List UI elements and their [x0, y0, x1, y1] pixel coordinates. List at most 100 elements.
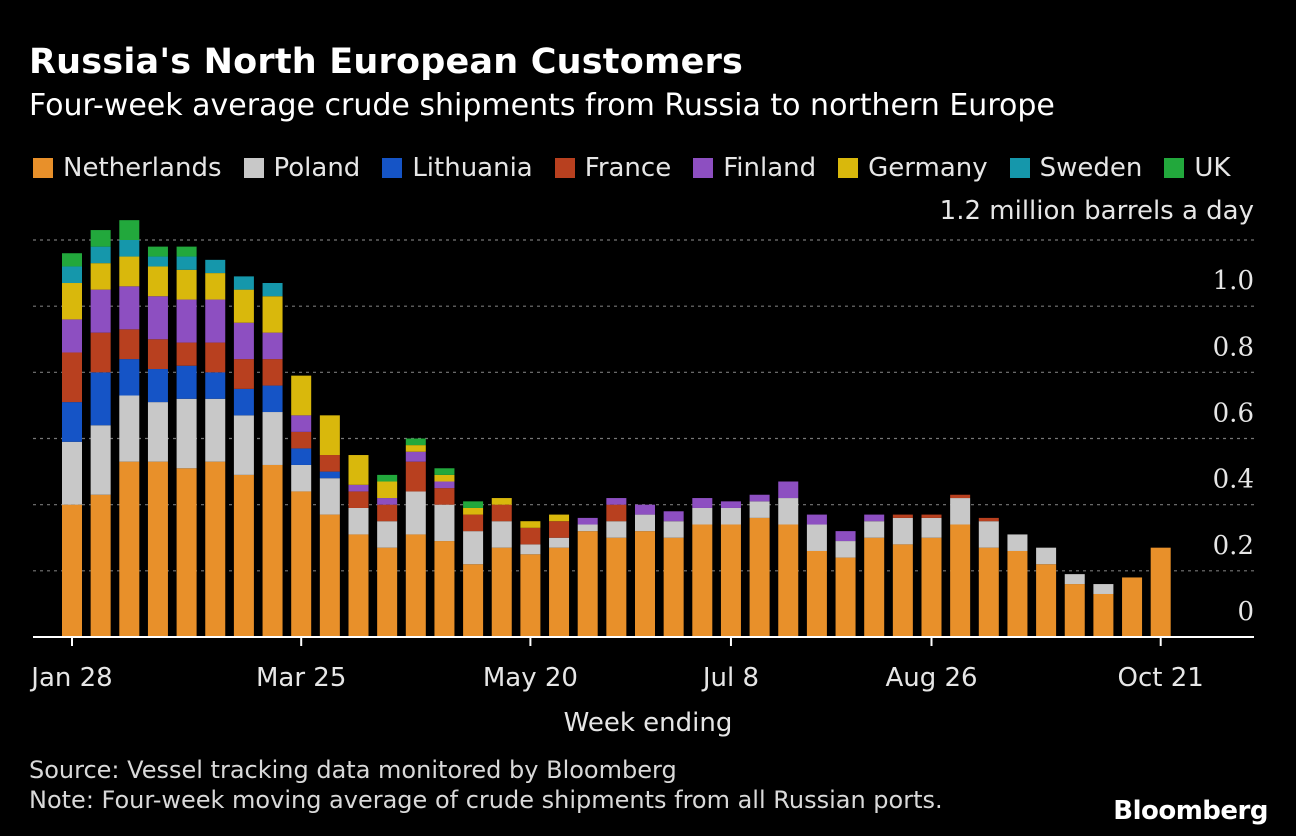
bar-segment	[62, 283, 82, 320]
bar-segment	[90, 332, 111, 373]
bar-segment	[405, 491, 426, 535]
bar-segment	[1064, 584, 1085, 637]
bar-segment	[205, 342, 226, 373]
bar-segment	[233, 474, 254, 637]
bar-segment	[520, 527, 541, 545]
bar-segment	[921, 517, 942, 538]
legend-label: Netherlands	[63, 153, 222, 183]
bar-segment	[377, 504, 398, 522]
bar-segment	[1122, 577, 1143, 637]
bar-segment	[720, 501, 741, 508]
bar-segment	[319, 471, 340, 479]
chart-title: Russia's North European Customers	[29, 42, 744, 82]
bar-segment	[720, 507, 741, 525]
bar-segment	[1007, 534, 1028, 551]
bar-segment	[405, 461, 426, 492]
bar-segment	[90, 263, 111, 290]
bar-segment	[377, 474, 398, 482]
bar-segment	[119, 329, 140, 360]
bar-segment	[663, 537, 684, 637]
legend-label: Lithuania	[412, 153, 533, 183]
bar-segment	[377, 547, 398, 637]
y-tick-label: 0.8	[1213, 332, 1254, 362]
bar-segment	[176, 342, 197, 366]
bar-segment	[1093, 584, 1114, 594]
legend-item: Sweden	[1009, 153, 1142, 183]
bar-segment	[262, 412, 283, 465]
bar-segment	[205, 273, 226, 300]
bar-segment	[147, 402, 168, 462]
bar-segment	[778, 498, 799, 525]
bar-segment	[1093, 593, 1114, 637]
bar-segment	[147, 296, 168, 340]
bar-segment	[806, 550, 827, 637]
bar-segment	[892, 517, 913, 545]
x-axis-title: Week ending	[564, 708, 733, 738]
footnote: Note: Four-week moving average of crude …	[29, 786, 943, 814]
bar-segment	[319, 478, 340, 515]
bar-segment	[262, 359, 283, 386]
bar-segment	[978, 547, 999, 637]
bar-segment	[635, 531, 655, 637]
bar-segment	[205, 259, 226, 274]
legend-label: Poland	[273, 153, 361, 183]
legend-item: Lithuania	[382, 153, 533, 183]
bar-segment	[319, 415, 340, 456]
bar-segment	[348, 534, 369, 637]
bar-segment	[176, 299, 197, 343]
source-note: Source: Vessel tracking data monitored b…	[29, 756, 677, 784]
bar-segment	[176, 246, 197, 257]
bar-segment	[978, 517, 999, 522]
bar-segment	[119, 256, 140, 287]
bar-segment	[90, 425, 111, 495]
bar-segment	[233, 276, 254, 290]
bar-segment	[377, 498, 398, 505]
bar-segment	[233, 322, 254, 360]
bar-segment	[434, 468, 455, 475]
bar-segment	[176, 256, 197, 270]
bar-segment	[749, 501, 770, 518]
bar-segment	[606, 537, 627, 637]
legend-swatch	[1009, 158, 1030, 178]
legend-swatch	[382, 158, 403, 178]
bar-segment	[864, 514, 885, 522]
y-tick-label: 1.0	[1213, 266, 1254, 296]
bar-segment	[205, 461, 226, 637]
legend-item: Germany	[838, 153, 988, 183]
y-tick-label: 0.2	[1213, 531, 1254, 561]
bar-segment	[1036, 547, 1057, 565]
bar-segment	[291, 431, 312, 449]
legend-swatch	[693, 158, 714, 178]
bar-segment	[663, 511, 684, 522]
bar-segment	[262, 464, 283, 637]
bar-segment	[405, 445, 426, 452]
bar-segment	[635, 504, 655, 515]
bar-segment	[291, 448, 312, 465]
bar-segment	[606, 498, 627, 505]
bar-segment	[892, 544, 913, 637]
y-tick-label: 0.6	[1213, 399, 1254, 429]
bar-segment	[463, 564, 484, 637]
legend-swatch	[554, 158, 575, 178]
bar-segment	[549, 521, 570, 538]
bar-segment	[1064, 574, 1085, 585]
legend-item: UK	[1164, 153, 1230, 183]
bar-segment	[119, 461, 140, 637]
bar-segment	[864, 521, 885, 538]
bar-segment	[606, 504, 627, 522]
bar-segment	[921, 537, 942, 637]
bar-segment	[463, 501, 484, 508]
bar-segment	[377, 481, 398, 499]
bar-segment	[778, 524, 799, 637]
chart-subtitle: Four-week average crude shipments from R…	[29, 88, 1055, 123]
bar-segment	[291, 464, 312, 492]
bar-segment	[950, 494, 971, 499]
legend-item: France	[554, 153, 671, 183]
bar-segment	[147, 266, 168, 297]
bar-segment	[520, 554, 541, 637]
x-tick-label: Jan 28	[29, 663, 112, 693]
bar-segment	[606, 521, 627, 538]
bar-segment	[119, 286, 140, 330]
bar-segment	[62, 441, 82, 505]
legend-swatch	[1164, 158, 1185, 178]
